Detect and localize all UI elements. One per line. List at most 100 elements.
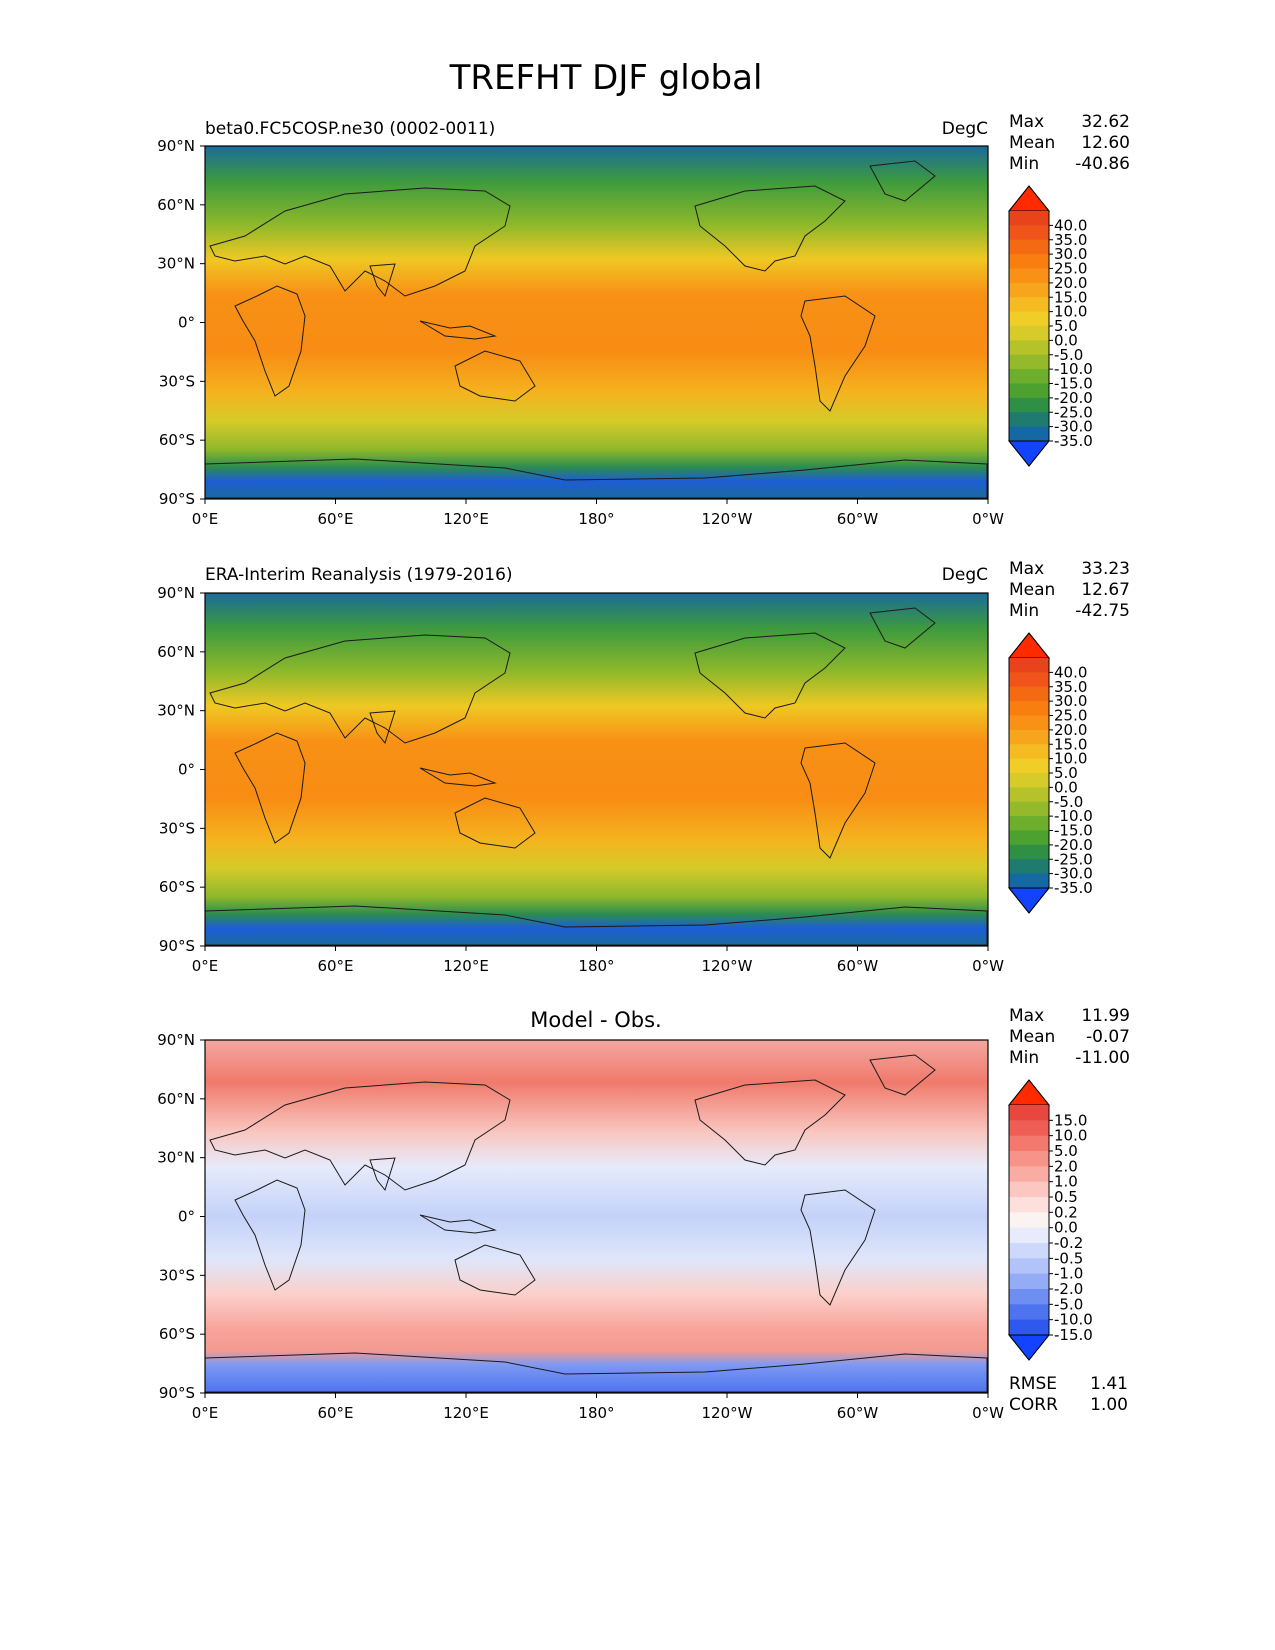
colorbar-segment [1009, 787, 1049, 803]
map-plot: 0°E 60°E 120°E 180° 120°W 60°W 0°W 90°N 60°N 30°N… [157, 584, 1004, 975]
colorbar-tick-label: 15.0 [1054, 1111, 1087, 1129]
colorbar-tick-label: -20.0 [1054, 836, 1093, 854]
colorbar-tick-label: -15.0 [1054, 822, 1093, 840]
map-plot: 0°E 60°E 120°E 180° 120°W 60°W 0°W 90°N 60°N 30°N… [157, 1031, 1004, 1422]
stat-mean-value: 12.60 [1081, 133, 1130, 153]
x-tick-label: 60°W [837, 510, 879, 528]
y-tick-label: 90°N [157, 584, 195, 602]
map-field [205, 593, 988, 946]
y-tick-label: 60°S [159, 878, 195, 896]
colorbar-segment [1009, 239, 1049, 255]
colorbar-segment [1009, 830, 1049, 846]
y-tick-label: 0° [178, 314, 195, 332]
colorbar-tick-label: 10.0 [1054, 1127, 1087, 1145]
y-tick-label: 30°S [159, 372, 195, 390]
x-tick-label: 120°W [702, 957, 753, 975]
colorbar-segment [1009, 686, 1049, 702]
colorbar-tick-label: 0.5 [1054, 1188, 1078, 1206]
colorbar-segment [1009, 701, 1049, 716]
colorbar-tick-label: 35.0 [1054, 678, 1087, 696]
panel-title-left: beta0.FC5COSP.ne30 (0002-0011) [205, 119, 495, 139]
colorbar-segment [1009, 873, 1049, 889]
stat-mean-value: 12.67 [1081, 580, 1130, 600]
colorbar-tick-label: -0.2 [1054, 1234, 1083, 1252]
colorbar-tick-label: -35.0 [1054, 879, 1093, 897]
colorbar-segment [1009, 1273, 1049, 1290]
colorbar-tick-label: 0.0 [1054, 778, 1078, 796]
x-tick-label: 60°W [837, 957, 879, 975]
stat-max-value: 11.99 [1081, 1006, 1130, 1026]
stat-min-label: Min [1009, 601, 1039, 621]
y-tick-label: 90°N [157, 1031, 195, 1049]
stat-mean-label: Mean [1009, 133, 1055, 153]
colorbar-tick-label: -30.0 [1054, 865, 1093, 883]
colorbar-tick-label: -15.0 [1054, 1326, 1093, 1344]
y-tick-label: 60°N [157, 1090, 195, 1108]
colorbar-segment [1009, 282, 1049, 298]
colorbar-segment [1009, 383, 1049, 399]
colorbar-tick-label: -20.0 [1054, 389, 1093, 407]
map-field [205, 146, 988, 499]
axes: 0°E 60°E 120°E 180° 120°W 60°W 0°W 90°N 60°N 30°N… [157, 584, 1004, 975]
y-tick-label: 0° [178, 761, 195, 779]
colorbar-tick-label: -35.0 [1054, 432, 1093, 450]
colorbar-segment [1009, 1243, 1049, 1259]
panel-units: DegC [942, 119, 988, 139]
y-tick-label: 90°S [159, 937, 195, 955]
y-tick-label: 60°N [157, 196, 195, 214]
panel-units: DegC [942, 565, 988, 585]
x-tick-label: 0°W [972, 957, 1004, 975]
y-tick-label: 30°S [159, 819, 195, 837]
axes: 0°E 60°E 120°E 180° 120°W 60°W 0°W 90°N 60°N 30°N… [157, 137, 1004, 528]
stat-mean-label: Mean [1009, 1027, 1055, 1047]
stat-min-label: Min [1009, 154, 1039, 174]
x-tick-label: 0°W [972, 510, 1004, 528]
x-tick-label: 180° [578, 510, 614, 528]
x-tick-label: 120°W [702, 1404, 753, 1422]
colorbar-segment [1009, 1120, 1049, 1137]
colorbar-segment [1009, 340, 1049, 356]
map-plot: 0°E 60°E 120°E 180° 120°W 60°W 0°W 90°N 60°N 30°N… [157, 137, 1004, 528]
colorbar-tick-label: 40.0 [1054, 216, 1087, 234]
x-tick-label: 0°W [972, 1404, 1004, 1422]
stat-min-value: -11.00 [1075, 1048, 1130, 1068]
colorbar-tick-label: 40.0 [1054, 663, 1087, 681]
colorbar-tick-label: 30.0 [1054, 245, 1087, 263]
colorbar-tick-label: 1.0 [1054, 1173, 1078, 1191]
panel-title-center: Model - Obs. [530, 1008, 661, 1032]
colorbar-segment [1009, 268, 1049, 284]
colorbar-segment [1009, 1319, 1049, 1336]
colorbar-tick-label: 5.0 [1054, 764, 1078, 782]
colorbar-tick-label: -5.0 [1054, 346, 1083, 364]
map-field [205, 1040, 988, 1393]
colorbar-segment [1009, 672, 1049, 688]
stat-rmse-value: 1.41 [1090, 1374, 1128, 1394]
y-tick-label: 60°N [157, 643, 195, 661]
colorbar-tick-label: 20.0 [1054, 274, 1087, 292]
colorbar-segment [1009, 1212, 1049, 1229]
colorbar-tick-label: -30.0 [1054, 418, 1093, 436]
stat-mean-value: -0.07 [1086, 1027, 1130, 1047]
colorbar-segment [1009, 1258, 1049, 1275]
stat-rmse-label: RMSE [1009, 1374, 1057, 1394]
x-tick-label: 180° [578, 957, 614, 975]
colorbar-segment [1009, 311, 1049, 327]
panel-obs: ERA-Interim Reanalysis (1979-2016) DegC … [157, 559, 1130, 975]
colorbar-tick-label: -10.0 [1054, 360, 1093, 378]
colorbar-tick-label: -2.0 [1054, 1280, 1083, 1298]
y-tick-label: 30°N [157, 255, 195, 273]
colorbar-tick-label: 5.0 [1054, 1142, 1078, 1160]
x-tick-label: 0°E [192, 1404, 219, 1422]
x-tick-label: 0°E [192, 957, 219, 975]
stat-max-label: Max [1009, 112, 1044, 132]
colorbar-tick-label: 30.0 [1054, 692, 1087, 710]
colorbar-segment [1009, 1197, 1049, 1213]
stat-mean-label: Mean [1009, 580, 1055, 600]
colorbar-extend-max [1007, 632, 1051, 659]
colorbar-segment [1009, 1151, 1049, 1167]
colorbar-tick-label: 5.0 [1054, 317, 1078, 335]
colorbar-segment [1009, 254, 1049, 269]
y-tick-label: 90°N [157, 137, 195, 155]
colorbar-segment [1009, 1227, 1049, 1244]
y-tick-label: 0° [178, 1208, 195, 1226]
